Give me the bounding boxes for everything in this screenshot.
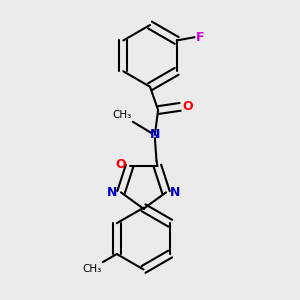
Text: CH₃: CH₃ — [112, 110, 131, 120]
Text: O: O — [182, 100, 193, 113]
Text: F: F — [196, 31, 205, 44]
Text: N: N — [150, 128, 160, 141]
Text: O: O — [116, 158, 126, 171]
Text: N: N — [170, 186, 180, 199]
Text: CH₃: CH₃ — [82, 264, 101, 274]
Text: N: N — [107, 186, 117, 199]
